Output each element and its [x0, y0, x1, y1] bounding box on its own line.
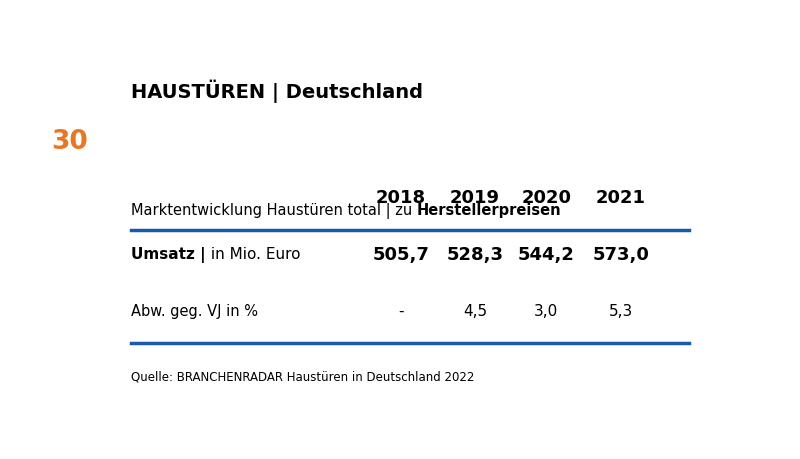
Text: Quelle: BRANCHENRADAR Haustüren in Deutschland 2022: Quelle: BRANCHENRADAR Haustüren in Deuts… [131, 370, 474, 383]
Text: 3,0: 3,0 [534, 304, 558, 319]
Text: Umsatz |: Umsatz | [131, 247, 206, 263]
Text: Abw. geg. VJ in %: Abw. geg. VJ in % [131, 304, 258, 319]
Text: 2021: 2021 [596, 189, 646, 207]
Text: 573,0: 573,0 [592, 246, 650, 264]
Text: jahre: jahre [100, 133, 118, 139]
Text: -: - [398, 304, 403, 319]
Text: HAUSTÜREN | Deutschland: HAUSTÜREN | Deutschland [131, 80, 423, 103]
Text: 4,5: 4,5 [463, 304, 487, 319]
Text: 2018: 2018 [376, 189, 426, 207]
Text: Herstellerpreisen: Herstellerpreisen [417, 203, 562, 218]
Text: 2019: 2019 [450, 189, 500, 207]
Text: Marktentwicklung Haustüren total | zu: Marktentwicklung Haustüren total | zu [131, 202, 417, 218]
Text: in Mio. Euro: in Mio. Euro [206, 247, 300, 262]
Text: 5,3: 5,3 [609, 304, 633, 319]
Text: BRANCHENRADAR: BRANCHENRADAR [51, 175, 138, 184]
Text: 505,7: 505,7 [372, 246, 429, 264]
Text: 544,2: 544,2 [518, 246, 575, 264]
Text: 528,3: 528,3 [446, 246, 504, 264]
Text: 2020: 2020 [522, 189, 571, 207]
Text: 30: 30 [51, 129, 88, 155]
